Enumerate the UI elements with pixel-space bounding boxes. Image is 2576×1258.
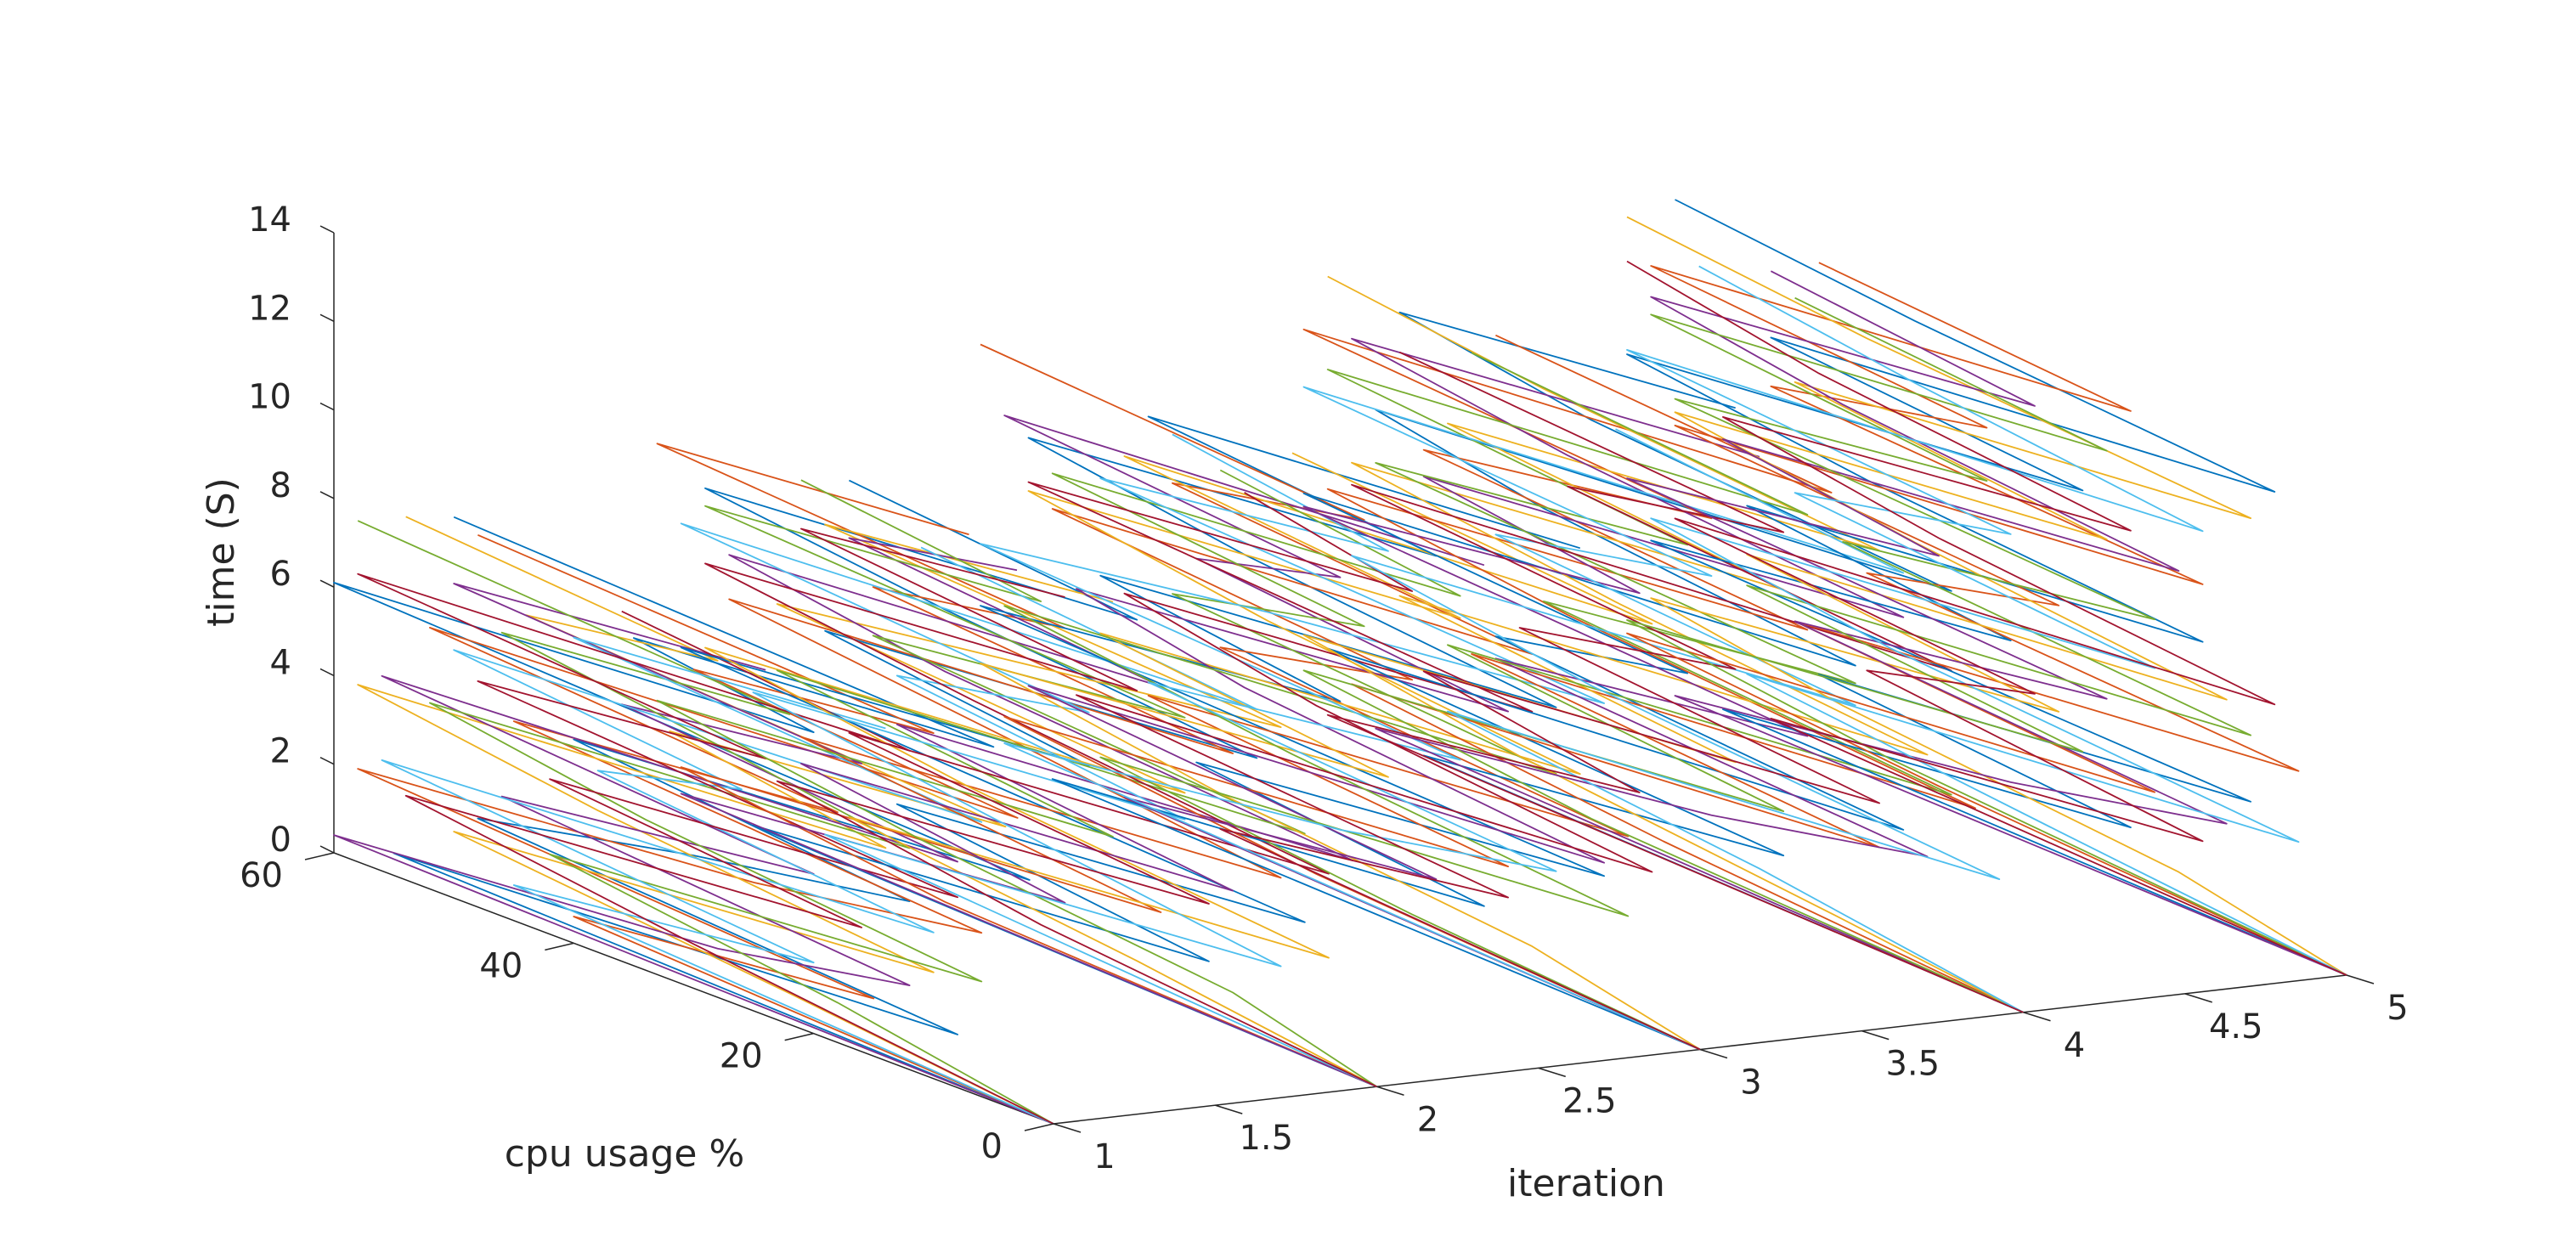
y-tick (304, 852, 335, 860)
series-line (357, 573, 1054, 1125)
series-line (1626, 260, 2347, 976)
series-line (1302, 337, 2024, 1013)
y-axis-label: cpu usage % (505, 1132, 745, 1176)
series-line (357, 520, 1054, 1125)
x-tick-label: 2.5 (1562, 1081, 1617, 1120)
x-tick (1699, 1048, 1728, 1059)
x-tick-label: 5 (2387, 989, 2408, 1028)
z-tick (319, 845, 335, 854)
y-tick (1024, 1123, 1054, 1131)
series-line (1626, 262, 2347, 976)
x-tick-label: 3 (1740, 1063, 1761, 1103)
x-tick (2346, 974, 2375, 984)
x-tick (1376, 1086, 1404, 1096)
series-line (357, 533, 1054, 1125)
y-axis-line (333, 852, 1054, 1125)
z-tick-label: 4 (270, 643, 291, 682)
y-tick-label: 40 (479, 946, 523, 985)
z-tick (319, 491, 335, 499)
z-tick-label: 10 (248, 378, 291, 417)
series-line (357, 516, 1054, 1125)
series-line (1003, 469, 1701, 1051)
z-tick-label: 6 (270, 555, 291, 594)
z-tick (319, 225, 335, 234)
series-line (980, 343, 1701, 1051)
series-line (656, 443, 1377, 1088)
series-line (1302, 275, 2024, 1013)
x-tick (2023, 1012, 2051, 1022)
y-tick (545, 942, 574, 951)
series-line (1626, 216, 2347, 976)
z-tick (319, 757, 335, 765)
series-line (704, 523, 1377, 1088)
z-tick (319, 402, 335, 411)
series-line (680, 522, 1377, 1088)
x-tick (1861, 1030, 1890, 1041)
z-tick-label: 2 (270, 732, 291, 771)
z-tick-label: 8 (270, 466, 291, 505)
series-line (1003, 415, 1701, 1051)
z-tick-label: 14 (248, 200, 291, 240)
series-lines (333, 199, 2347, 1125)
z-axis-label: time (S) (200, 477, 243, 627)
x-tick-label: 4 (2064, 1026, 2085, 1065)
axes-lines (333, 233, 2347, 1125)
series-line (381, 636, 1054, 1125)
y-tick-label: 0 (981, 1127, 1003, 1166)
x-tick-label: 4.5 (2209, 1007, 2263, 1046)
x-axis-label: iteration (1507, 1162, 1665, 1205)
series-line (1626, 265, 2347, 976)
y-tick (784, 1032, 814, 1041)
y-tick-label: 60 (240, 856, 283, 895)
series-line (333, 516, 1054, 1125)
series-line (1326, 351, 2024, 1013)
z-tick-label: 0 (270, 821, 291, 860)
y-tick-label: 20 (720, 1037, 763, 1076)
z-tick (319, 579, 335, 588)
z-tick (319, 668, 335, 677)
x-tick-label: 1 (1093, 1137, 1115, 1176)
x-tick-label: 3.5 (1885, 1045, 1940, 1084)
x-tick (1538, 1067, 1566, 1078)
x-tick-label: 2 (1417, 1100, 1438, 1139)
series-line (980, 433, 1701, 1051)
series-line (1626, 199, 2347, 976)
series-line (704, 527, 1377, 1088)
series-line (1302, 352, 2024, 1013)
x-tick (2184, 993, 2212, 1003)
x-tick (1215, 1104, 1243, 1114)
x-tick-label: 1.5 (1239, 1119, 1293, 1158)
z-tick (319, 313, 335, 322)
series-line (1626, 296, 2347, 976)
x-tick (1053, 1123, 1082, 1133)
series-line (1626, 270, 2347, 976)
series-line (1302, 386, 2024, 1013)
series-line (333, 583, 1054, 1125)
z-tick-label: 12 (248, 289, 291, 328)
series-line (1027, 481, 1701, 1051)
